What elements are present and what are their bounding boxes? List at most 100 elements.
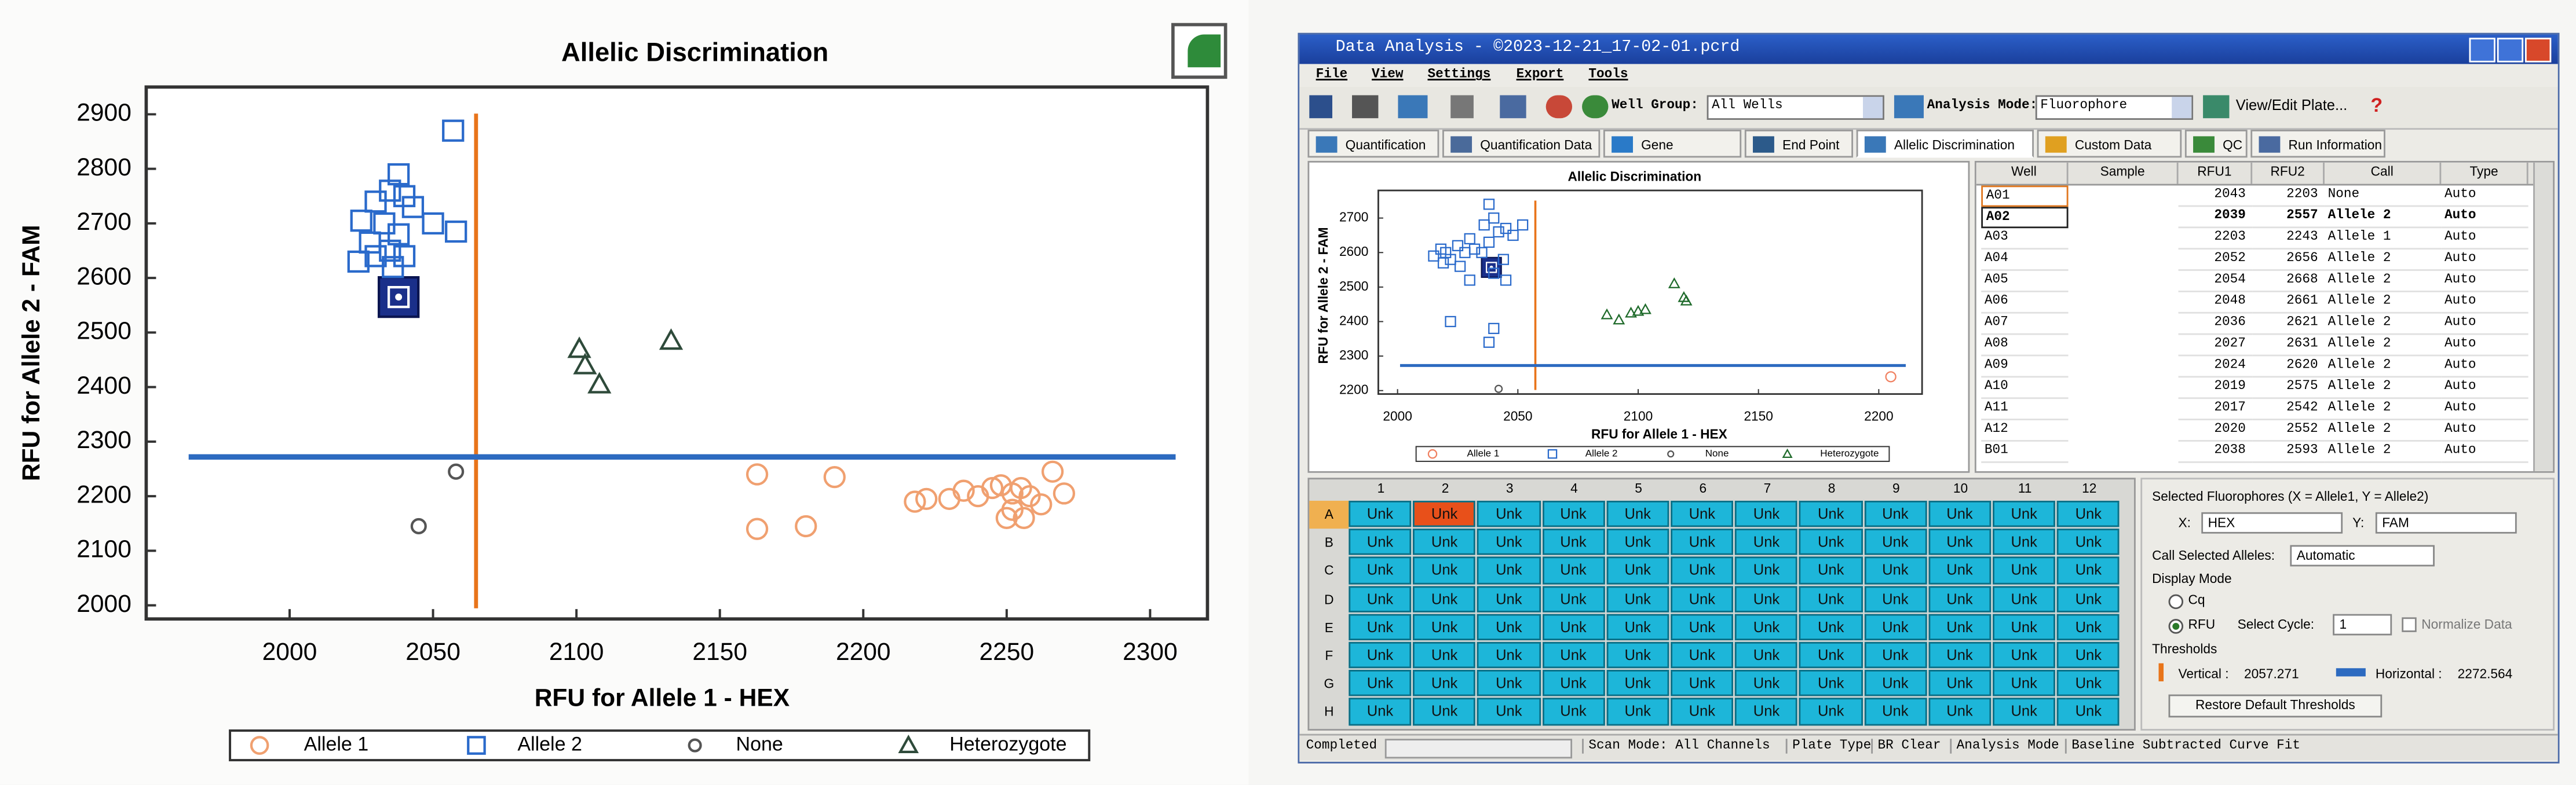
table-cell[interactable]: 2203 xyxy=(2178,228,2253,250)
plate-well[interactable]: Unk xyxy=(1413,500,1476,527)
plate-well[interactable]: Unk xyxy=(2057,614,2120,640)
plate-well[interactable]: Unk xyxy=(1864,500,1927,527)
table-cell[interactable]: 2661 xyxy=(2252,292,2325,314)
tab[interactable]: Gene Expression xyxy=(1603,130,1742,181)
table-cell[interactable]: 2019 xyxy=(2178,377,2253,399)
table-cell[interactable]: A10 xyxy=(1981,377,2069,399)
plate-well[interactable]: Unk xyxy=(1477,614,1540,640)
table-cell[interactable]: 2054 xyxy=(2178,271,2253,292)
tab[interactable]: Quantification xyxy=(1307,130,1439,158)
menu-item[interactable]: Tools xyxy=(1588,67,1628,82)
table-cell[interactable]: Allele 2 xyxy=(2324,335,2442,357)
plate-well[interactable]: Unk xyxy=(1993,529,2056,556)
plate-well[interactable]: Unk xyxy=(1671,585,1734,612)
table-cell[interactable]: Auto xyxy=(2441,399,2529,421)
table-cell[interactable]: Auto xyxy=(2441,314,2529,335)
plate-well[interactable]: Unk xyxy=(1928,670,1992,697)
table-cell[interactable]: Auto xyxy=(2441,420,2529,442)
plate-well[interactable]: Unk xyxy=(1993,557,2056,584)
analysis-icon[interactable] xyxy=(1894,95,1924,119)
plate-well[interactable]: Unk xyxy=(1671,529,1734,556)
plate-well[interactable]: Unk xyxy=(1928,641,1992,669)
tab[interactable]: Quantification Data xyxy=(1442,130,1601,158)
print-icon[interactable] xyxy=(1352,95,1379,119)
plate-well[interactable]: Unk xyxy=(2057,641,2120,669)
plate-well[interactable]: Unk xyxy=(1799,641,1862,669)
plate-well[interactable]: Unk xyxy=(1606,614,1669,640)
plate-well[interactable]: Unk xyxy=(1541,641,1605,669)
table-cell[interactable]: 2027 xyxy=(2178,335,2253,357)
plate-well[interactable]: Unk xyxy=(1735,614,1798,640)
plate-well[interactable]: Unk xyxy=(1477,585,1540,612)
table-cell[interactable]: Auto xyxy=(2441,250,2529,271)
plate-well[interactable]: Unk xyxy=(1606,698,1669,725)
plate-well[interactable]: Unk xyxy=(1928,500,1992,527)
plate-well[interactable]: Unk xyxy=(1413,670,1476,697)
plate-well[interactable]: Unk xyxy=(1864,670,1927,697)
plate-well[interactable]: Unk xyxy=(1864,585,1927,612)
y-select[interactable]: FAM xyxy=(2375,512,2517,534)
chart-icon[interactable] xyxy=(1171,23,1227,79)
table-cell[interactable]: B01 xyxy=(1981,442,2069,463)
plate-well[interactable]: Unk xyxy=(1541,585,1605,612)
table-cell[interactable]: 2203 xyxy=(2252,185,2325,207)
plate-icon[interactable] xyxy=(2203,95,2230,119)
table-cell[interactable]: Auto xyxy=(2441,271,2529,292)
table-cell[interactable]: 2621 xyxy=(2252,314,2325,335)
tab[interactable]: Allelic Discrimination xyxy=(1856,130,2034,158)
plate-well[interactable]: Unk xyxy=(1671,500,1734,527)
plate-well[interactable]: Unk xyxy=(1541,529,1605,556)
plate-well[interactable]: Unk xyxy=(1735,500,1798,527)
plate-well[interactable]: Unk xyxy=(1349,585,1412,612)
plate-well[interactable]: Unk xyxy=(1864,529,1927,556)
view-edit-plate[interactable]: View/Edit Plate... xyxy=(2235,97,2348,113)
plate-well[interactable]: Unk xyxy=(1799,557,1862,584)
plate-well[interactable]: Unk xyxy=(1928,557,1992,584)
table-cell[interactable]: 2631 xyxy=(2252,335,2325,357)
plate-well[interactable]: Unk xyxy=(1477,670,1540,697)
plate-well[interactable]: Unk xyxy=(1993,641,2056,669)
table-cell[interactable]: Auto xyxy=(2441,335,2529,357)
table-cell[interactable]: 2024 xyxy=(2178,356,2253,378)
table-cell[interactable]: Auto xyxy=(2441,185,2529,207)
well-group-select[interactable]: All Wells xyxy=(1707,95,1884,120)
group-icon[interactable] xyxy=(1582,95,1609,119)
table-cell[interactable]: Allele 2 xyxy=(2324,314,2442,335)
table-cell[interactable]: Allele 2 xyxy=(2324,399,2442,421)
plate-well[interactable]: Unk xyxy=(1413,614,1476,640)
plate-well[interactable]: Unk xyxy=(1735,557,1798,584)
table-cell[interactable]: A02 xyxy=(1981,207,2069,229)
table-cell[interactable]: 2020 xyxy=(2178,420,2253,442)
plate-well[interactable]: Unk xyxy=(1606,500,1669,527)
plate-well[interactable]: Unk xyxy=(1541,500,1605,527)
plate-well[interactable]: Unk xyxy=(1993,585,2056,612)
table-cell[interactable]: 2052 xyxy=(2178,250,2253,271)
table-cell[interactable]: Auto xyxy=(2441,207,2529,229)
table-cell[interactable]: 2620 xyxy=(2252,356,2325,378)
plate-well[interactable]: Unk xyxy=(1993,500,2056,527)
table-cell[interactable]: Allele 2 xyxy=(2324,442,2442,463)
vertical-value[interactable]: 2057.271 xyxy=(2244,666,2299,681)
plate-well[interactable]: Unk xyxy=(1606,585,1669,612)
plate-well[interactable]: Unk xyxy=(1928,614,1992,640)
plate-well[interactable]: Unk xyxy=(1349,500,1412,527)
column-header[interactable]: Type xyxy=(2441,162,2529,184)
plate-well[interactable]: Unk xyxy=(1413,557,1476,584)
plate-well[interactable]: Unk xyxy=(1928,529,1992,556)
plate-well[interactable]: Unk xyxy=(1671,614,1734,640)
column-header[interactable]: Call xyxy=(2325,162,2442,184)
table-cell[interactable]: 2668 xyxy=(2252,271,2325,292)
save-icon[interactable] xyxy=(1309,95,1332,119)
table-cell[interactable]: Allele 2 xyxy=(2324,377,2442,399)
table-cell[interactable]: None xyxy=(2324,185,2442,207)
plate-well[interactable]: Unk xyxy=(1413,529,1476,556)
plate-well[interactable]: Unk xyxy=(1735,698,1798,725)
plate-well[interactable]: Unk xyxy=(1349,557,1412,584)
plate-well[interactable]: Unk xyxy=(1799,529,1862,556)
plate-well[interactable]: Unk xyxy=(2057,529,2120,556)
tab[interactable]: End Point xyxy=(1744,130,1854,158)
table-cell[interactable]: Allele 2 xyxy=(2324,207,2442,229)
plate-well[interactable]: Unk xyxy=(1477,529,1540,556)
scrollbar[interactable] xyxy=(2533,162,2553,471)
plate-well[interactable]: Unk xyxy=(1541,614,1605,640)
